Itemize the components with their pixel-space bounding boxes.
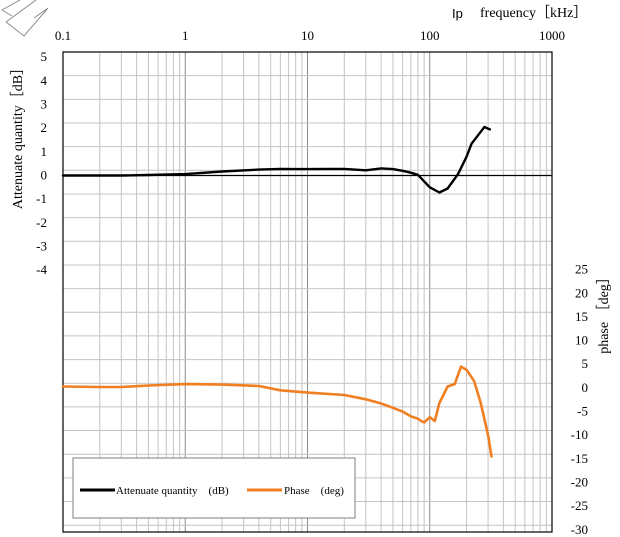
right-y-tick-label: -10	[571, 427, 588, 442]
series-lines	[61, 125, 493, 458]
right-y-tick-label: -5	[577, 404, 588, 419]
right-y-tick-label: 0	[582, 380, 589, 395]
right-y-axis-title: phase ［deg］	[596, 270, 612, 354]
legend: Attenuate quantity (dB) Phase (deg)	[72, 457, 356, 519]
left-y-tick-label: 4	[41, 73, 48, 88]
attenuate-series-line	[61, 125, 491, 194]
legend-label-attenuate: Attenuate quantity (dB)	[116, 485, 229, 497]
x-tick-labels: 0.1 1 10 100 1000	[55, 28, 565, 43]
grid	[62, 51, 552, 532]
top-left-outline-decoration	[1, 0, 49, 37]
x-tick-label: 100	[420, 28, 440, 43]
phase-series-line	[61, 365, 493, 458]
left-y-tick-label: -4	[36, 262, 47, 277]
x-tick-label: 1	[182, 28, 189, 43]
left-y-tick-label: -2	[36, 215, 47, 230]
x-axis-title: frequency［kHz］	[480, 5, 587, 21]
right-y-tick-label: -30	[571, 522, 588, 537]
right-y-tick-label: 5	[582, 356, 589, 371]
x-tick-label: 1000	[539, 28, 565, 43]
legend-box	[72, 457, 356, 519]
right-y-tick-label: 20	[575, 285, 588, 300]
right-y-tick-labels: 25 20 15 10 5 0 -5 -10 -15 -20 -25 -30	[571, 262, 588, 537]
top-label: Ip	[452, 6, 463, 21]
right-y-tick-label: 10	[575, 333, 588, 348]
left-y-tick-label: 3	[41, 97, 48, 112]
left-y-tick-label: 5	[41, 49, 48, 64]
plot-frame	[62, 51, 553, 533]
right-y-tick-label: -15	[571, 451, 588, 466]
left-y-axis-title: Attenuate quantity［dB］	[10, 61, 26, 209]
x-tick-label: 0.1	[55, 28, 71, 43]
right-y-tick-label: -25	[571, 498, 588, 513]
left-y-tick-label: 1	[41, 144, 48, 159]
left-y-tick-label: 0	[41, 168, 48, 183]
left-y-tick-label: -3	[36, 238, 47, 253]
x-tick-label: 10	[301, 28, 314, 43]
left-y-tick-labels: 5 4 3 2 1 0 -1 -2 -3 -4	[36, 49, 47, 277]
left-y-tick-label: -1	[36, 191, 47, 206]
right-y-tick-label: 15	[575, 309, 588, 324]
legend-label-phase: Phase (deg)	[284, 485, 344, 497]
right-y-tick-label: 25	[575, 262, 588, 277]
left-y-tick-label: 2	[41, 120, 48, 135]
right-y-tick-label: -20	[571, 475, 588, 490]
